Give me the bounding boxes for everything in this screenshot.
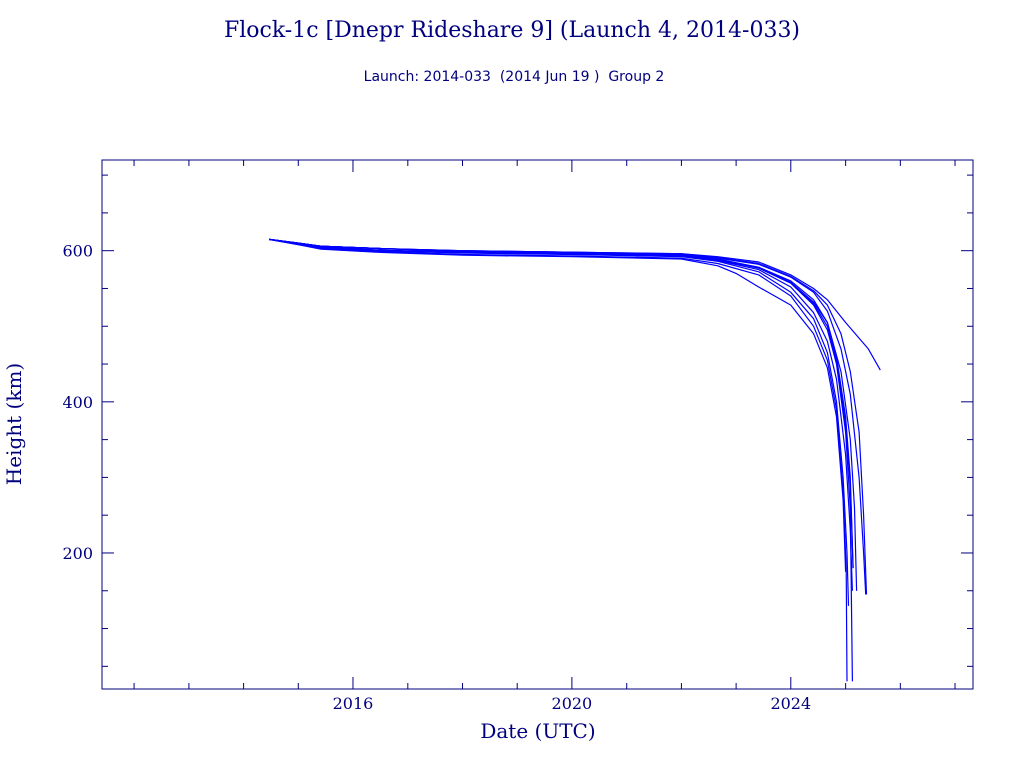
series-line-2: [269, 238, 881, 371]
chart-subtitle: Launch: 2014-033 (2014 Jun 19 ) Group 2: [364, 69, 665, 85]
series-line-1: [269, 238, 867, 595]
series-line-8: [269, 238, 853, 591]
y-tick-label: 600: [62, 242, 93, 261]
series-line-6: [269, 238, 854, 569]
x-tick-label: 2024: [770, 694, 811, 713]
series-line-10: [268, 238, 848, 682]
chart-title: Flock-1c [Dnepr Rideshare 9] (Launch 4, …: [224, 18, 800, 43]
series-line-11: [268, 238, 847, 572]
x-tick-label: 2020: [552, 694, 593, 713]
plot-frame: [101, 159, 974, 690]
y-axis-label: Height (km): [2, 363, 26, 485]
series-line-3: [269, 238, 868, 595]
axis-tick-labels: 200 400 600 2016 2020 2024: [62, 242, 811, 713]
axis-ticks: [102, 160, 973, 689]
y-tick-label: 200: [62, 544, 93, 563]
series-line-7: [269, 238, 853, 682]
series-lines: [268, 238, 881, 682]
x-axis-label: Date (UTC): [480, 719, 595, 743]
x-tick-label: 2016: [333, 694, 374, 713]
series-line-5: [269, 238, 854, 569]
y-tick-label: 400: [62, 393, 93, 412]
series-line-9: [269, 238, 850, 606]
